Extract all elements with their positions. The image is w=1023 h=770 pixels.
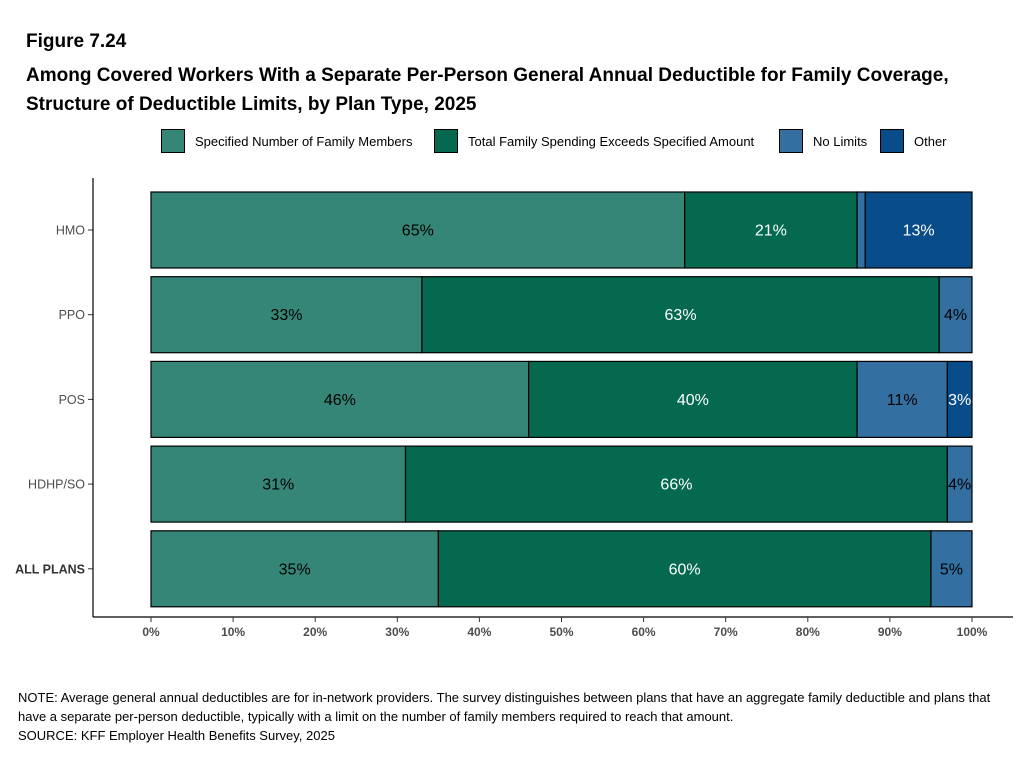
note-text: NOTE: Average general annual deductibles… <box>18 690 991 724</box>
legend-swatch-specified-members <box>161 129 185 153</box>
y-tick-label-all-plans: ALL PLANS <box>15 562 85 576</box>
y-tick-label-hmo: HMO <box>56 224 85 238</box>
x-tick-label-100-pct: 100% <box>957 625 988 639</box>
chart-title: Among Covered Workers With a Separate Pe… <box>26 65 949 115</box>
y-tick-label-hdhp-so: HDHP/SO <box>28 478 85 492</box>
data-label-all-plans-specified-number-of-family-members: 35% <box>279 561 311 578</box>
data-label-ppo-no-limits: 4% <box>944 307 967 324</box>
chart-legend: Specified Number of Family Members Total… <box>0 128 1023 154</box>
x-tick-label-20-pct: 20% <box>303 625 327 639</box>
x-tick-label-70-pct: 70% <box>714 625 738 639</box>
bar-segment-hdhp-so-no-limits <box>946 445 973 523</box>
legend-label-specified-members: Specified Number of Family Members <box>195 133 413 149</box>
data-label-hdhp-so-total-family-spending-exceeds-specified-amount: 66% <box>660 477 692 494</box>
data-label-hmo-other: 13% <box>903 223 935 240</box>
x-tick-label-0-pct: 0% <box>142 625 160 639</box>
data-label-hmo-specified-number-of-family-members: 65% <box>402 223 434 240</box>
data-label-ppo-total-family-spending-exceeds-specified-amount: 63% <box>665 307 697 324</box>
bar-segment-ppo-no-limits <box>938 276 973 354</box>
bar-segment-hmo-total-family-spending-exceeds-specified-amount <box>684 191 858 269</box>
data-label-hdhp-so-no-limits: 4% <box>948 477 971 494</box>
x-tick-label-90-pct: 90% <box>878 625 902 639</box>
bar-segment-hmo-no-limits <box>856 191 866 269</box>
y-tick-label-pos: POS <box>59 393 85 407</box>
chart-note: NOTE: Average general annual deductibles… <box>18 688 998 745</box>
bar-segment-hdhp-so-total-family-spending-exceeds-specified-amount <box>404 445 948 523</box>
x-tick-label-80-pct: 80% <box>796 625 820 639</box>
legend-label-other: Other <box>914 133 947 149</box>
data-label-pos-other: 3% <box>948 392 971 409</box>
data-label-pos-total-family-spending-exceeds-specified-amount: 40% <box>677 392 709 409</box>
source-text: SOURCE: KFF Employer Health Benefits Sur… <box>18 728 335 743</box>
bar-segment-pos-no-limits <box>856 360 948 438</box>
bar-segment-hmo-other <box>864 191 973 269</box>
bar-segment-pos-specified-number-of-family-members <box>150 360 530 438</box>
bar-segment-pos-other <box>946 360 973 438</box>
data-label-all-plans-total-family-spending-exceeds-specified-amount: 60% <box>669 561 701 578</box>
legend-item-specified-members: Specified Number of Family Members <box>161 128 412 154</box>
legend-item-total-spending: Total Family Spending Exceeds Specified … <box>434 128 754 154</box>
x-tick-label-60-pct: 60% <box>632 625 656 639</box>
legend-label-no-limits: No Limits <box>813 133 868 149</box>
data-label-pos-no-limits: 11% <box>887 392 918 409</box>
legend-swatch-no-limits <box>779 129 803 153</box>
figure-label: Figure 7.24 <box>26 31 127 52</box>
legend-item-other: Other <box>880 128 947 154</box>
y-tick-label-ppo: PPO <box>59 308 86 322</box>
data-label-ppo-specified-number-of-family-members: 33% <box>270 307 302 324</box>
x-tick-label-30-pct: 30% <box>385 625 409 639</box>
legend-swatch-other <box>880 129 904 153</box>
x-tick-label-10-pct: 10% <box>221 625 245 639</box>
data-label-hmo-total-family-spending-exceeds-specified-amount: 21% <box>755 223 787 240</box>
data-label-hdhp-so-specified-number-of-family-members: 31% <box>262 477 294 494</box>
bar-segment-all-plans-specified-number-of-family-members <box>150 530 439 608</box>
legend-swatch-total-spending <box>434 129 458 153</box>
data-label-all-plans-no-limits: 5% <box>940 561 963 578</box>
x-tick-label-40-pct: 40% <box>467 625 491 639</box>
legend-item-no-limits: No Limits <box>779 128 867 154</box>
bar-segment-hmo-specified-number-of-family-members <box>150 191 686 269</box>
stacked-bar-chart: 65% 21% 13% HMO 33% 63% 4% PPO 46% 40% 11% 3% POS 31%… <box>15 178 1013 639</box>
bar-segment-pos-total-family-spending-exceeds-specified-amount <box>528 360 858 438</box>
bar-segment-all-plans-no-limits <box>930 530 973 608</box>
bar-segment-hdhp-so-specified-number-of-family-members <box>150 445 407 523</box>
x-tick-label-50-pct: 50% <box>549 625 573 639</box>
legend-label-total-spending: Total Family Spending Exceeds Specified … <box>468 133 755 149</box>
data-label-pos-specified-number-of-family-members: 46% <box>324 392 356 409</box>
